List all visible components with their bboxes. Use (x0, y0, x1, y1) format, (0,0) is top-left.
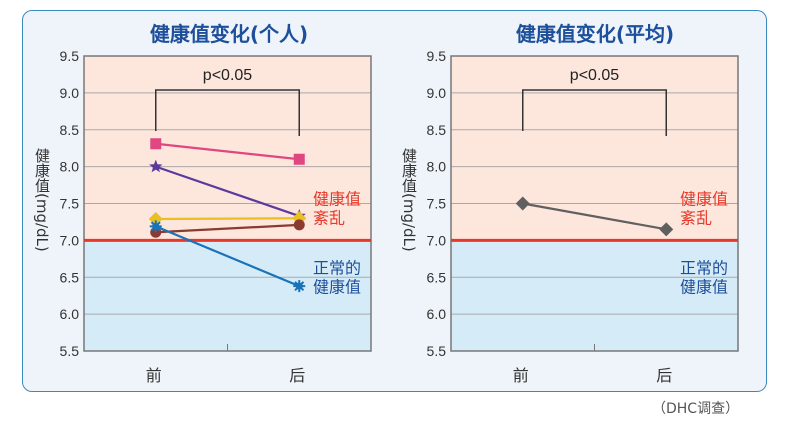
y-axis-label-average: 健康值(mg/dL) (400, 148, 418, 252)
y-tick-label: 8.0 (60, 159, 80, 175)
zone-label-below: 正常的 (313, 258, 361, 277)
y-tick-label: 9.5 (60, 48, 80, 64)
series-0 (515, 196, 674, 237)
zone-label-below: 健康值 (680, 277, 728, 296)
y-tick-label: 8.0 (427, 159, 447, 175)
zone-label-below: 健康值 (313, 277, 361, 296)
above-threshold-zone (84, 56, 371, 241)
chart-0: 5.56.06.57.07.58.08.59.09.5前 后p<0.05健康值紊乱… (60, 48, 372, 385)
y-tick-label: 8.5 (427, 122, 447, 138)
x-tick-label: 后 (289, 366, 305, 385)
data-point-asterisk-ray (150, 221, 161, 232)
x-tick-label: 后 (656, 366, 672, 385)
x-tick-label: 前 (146, 366, 162, 385)
y-tick-label: 5.5 (60, 343, 80, 359)
y-tick-label: 7.0 (60, 232, 80, 248)
chart-1: 5.56.06.57.07.58.08.59.09.5前 后p<0.05健康值紊乱… (427, 48, 739, 385)
zone-label-above: 健康值 (680, 189, 728, 208)
data-point-square (293, 153, 305, 165)
y-tick-label: 6.0 (427, 306, 447, 322)
series-line (155, 165, 300, 218)
series-line (155, 225, 300, 288)
y-tick-label: 5.5 (427, 343, 447, 359)
zone-label-above: 健康值 (313, 189, 361, 208)
series-line (522, 202, 667, 231)
y-tick-label: 9.0 (60, 85, 80, 101)
significance-bracket (155, 89, 300, 136)
chart-title-individual: 健康值变化(个人) (149, 22, 309, 46)
significance-bracket (522, 89, 667, 136)
y-axis-label-individual: 健康值(mg/dL) (33, 148, 51, 252)
above-threshold-zone (451, 56, 738, 241)
chart-title-average: 健康值变化(平均) (515, 22, 675, 46)
zone-label-below: 正常的 (680, 258, 728, 277)
source-note: （DHC调查） (652, 401, 740, 417)
series-line (155, 217, 300, 221)
zone-label-above: 紊乱 (313, 208, 345, 227)
series-line (155, 142, 300, 161)
below-threshold-zone (451, 240, 738, 351)
data-point-square (150, 138, 162, 150)
y-tick-label: 6.5 (60, 269, 80, 285)
data-point-diamond (515, 196, 530, 211)
series-line (155, 223, 300, 234)
y-tick-label: 7.5 (427, 196, 447, 212)
data-point-star (149, 159, 163, 173)
y-tick-label: 9.5 (427, 48, 447, 64)
significance-label: p<0.05 (570, 67, 619, 84)
y-tick-label: 7.0 (427, 232, 447, 248)
data-point-asterisk-ray (294, 281, 305, 292)
y-tick-label: 9.0 (427, 85, 447, 101)
x-tick-label: 前 (513, 366, 529, 385)
series-0 (150, 138, 305, 165)
significance-label: p<0.05 (203, 67, 252, 84)
y-tick-label: 6.0 (60, 306, 80, 322)
series-4 (149, 220, 306, 293)
y-tick-label: 8.5 (60, 122, 80, 138)
zone-label-above: 紊乱 (680, 208, 712, 227)
data-point-circle (293, 219, 305, 231)
y-tick-label: 7.5 (60, 196, 80, 212)
y-tick-label: 6.5 (427, 269, 447, 285)
data-point-diamond (659, 222, 674, 237)
below-threshold-zone (84, 240, 371, 351)
